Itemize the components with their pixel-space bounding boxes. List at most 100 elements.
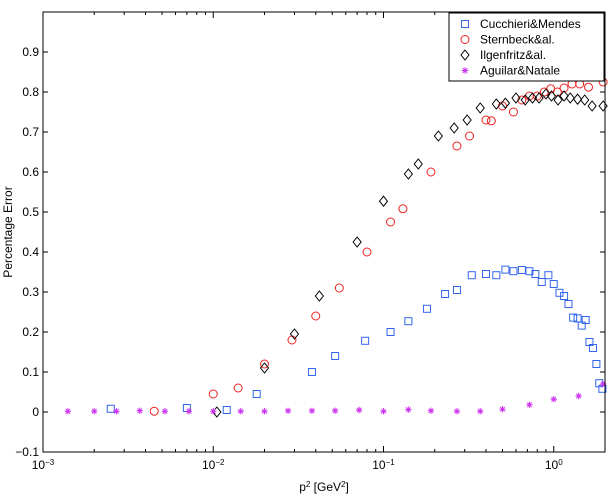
data-point	[501, 265, 510, 274]
data-point	[550, 396, 557, 403]
y-tick-label: −0.1	[15, 445, 39, 459]
data-point	[331, 352, 340, 360]
data-point	[477, 408, 484, 415]
data-point	[588, 344, 597, 352]
data-point	[500, 97, 511, 110]
data-point	[511, 92, 521, 104]
axis-labels: p2 [GeV2] Percentage Error	[1, 186, 349, 494]
legend-marker	[461, 67, 469, 74]
data-point	[465, 131, 475, 141]
data-point	[549, 280, 558, 288]
data-point	[598, 100, 608, 112]
y-tick-label: 0.9	[22, 45, 39, 59]
data-point	[449, 122, 459, 134]
data-point	[534, 92, 544, 104]
data-point	[580, 94, 590, 106]
data-point	[405, 406, 412, 413]
data-point	[541, 88, 551, 100]
data-point	[422, 304, 431, 313]
data-point	[378, 195, 389, 208]
data-point	[362, 247, 372, 257]
data-point	[559, 83, 569, 93]
ticks-layer: −0.1 0 0.1 0.2 0.3 0.4 0.5 0.6 0.7 0.8 0.9 10−3 10−2…	[15, 12, 606, 473]
data-point	[386, 328, 395, 336]
data-point	[592, 360, 601, 368]
x-tick-label: 10−3	[32, 458, 55, 473]
data-point	[287, 335, 297, 345]
data-point	[508, 107, 518, 117]
data-point	[404, 317, 413, 326]
legend-marker	[460, 35, 470, 44]
data-point	[452, 286, 461, 294]
series-layer	[64, 77, 608, 418]
legend: Cucchieri&Mendes Sternbeck&al.Ilgenfritz&…	[448, 12, 605, 82]
data-point	[386, 217, 396, 227]
data-point	[352, 236, 362, 248]
y-axis-label: Percentage Error	[1, 186, 15, 277]
data-point	[261, 408, 268, 415]
data-point	[380, 408, 387, 415]
data-point	[569, 313, 578, 322]
data-point	[560, 292, 569, 300]
data-point	[462, 114, 472, 126]
data-point	[311, 311, 321, 321]
data-point	[525, 267, 534, 276]
series-circle	[149, 77, 608, 416]
data-point	[565, 92, 575, 104]
data-point	[331, 407, 339, 414]
data-point	[559, 90, 569, 102]
data-point	[433, 130, 443, 142]
data-point	[334, 283, 344, 293]
data-point	[91, 408, 98, 415]
data-point	[403, 168, 414, 180]
data-point	[587, 100, 597, 112]
data-point	[491, 98, 501, 110]
x-axis-label: p2 [GeV2]	[299, 480, 349, 494]
data-point	[237, 408, 244, 415]
legend-entry: Sternbeck&al.	[480, 33, 555, 47]
data-point	[572, 93, 583, 106]
data-point	[531, 270, 540, 278]
y-tick-label: 0.6	[22, 165, 39, 179]
data-point	[520, 94, 530, 106]
data-point	[136, 407, 143, 414]
y-tick-label: 0	[32, 405, 39, 419]
data-point	[482, 270, 491, 278]
data-point	[486, 116, 496, 126]
data-point	[427, 407, 435, 414]
data-point	[453, 408, 461, 415]
x-tick-label: 100	[545, 458, 563, 473]
data-point	[413, 158, 423, 170]
data-point	[452, 141, 462, 151]
data-point	[441, 290, 450, 298]
data-point	[509, 267, 518, 276]
y-tick-label: 0.2	[22, 325, 39, 339]
data-point	[527, 92, 538, 104]
legend-entry: Ilgenfritz&al.	[480, 48, 546, 62]
data-point	[161, 408, 169, 415]
data-point	[361, 336, 370, 345]
data-point	[308, 407, 316, 414]
data-point	[113, 408, 120, 415]
data-point	[208, 389, 218, 399]
y-tick-label: 0.7	[22, 125, 39, 139]
data-point	[260, 359, 270, 369]
data-point	[398, 204, 408, 214]
data-point	[546, 90, 557, 102]
data-point	[599, 380, 607, 388]
y-tick-label: 0.3	[22, 285, 39, 299]
data-point	[149, 406, 159, 416]
data-point	[185, 408, 193, 415]
data-point	[537, 278, 546, 286]
y-tick-label: 0.4	[22, 245, 39, 259]
data-point	[575, 392, 582, 400]
data-point	[222, 406, 231, 414]
data-point	[284, 407, 292, 414]
data-point	[544, 271, 553, 280]
data-point	[475, 102, 485, 114]
data-point	[481, 115, 491, 125]
data-point	[426, 167, 436, 177]
data-point	[314, 290, 324, 302]
y-tick-label: 0.8	[22, 85, 39, 99]
series-asterisk	[64, 380, 607, 415]
